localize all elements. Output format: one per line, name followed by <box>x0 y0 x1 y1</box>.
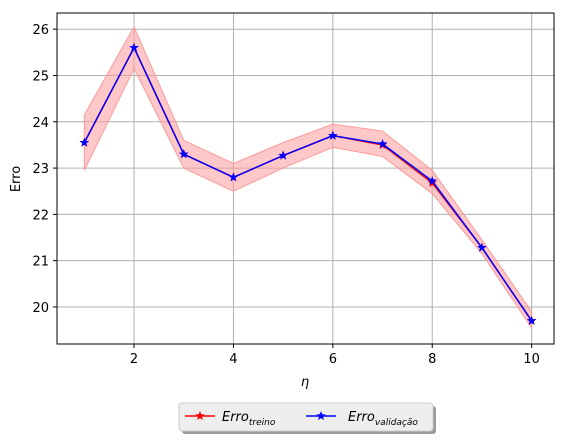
data-point-validação <box>477 242 487 252</box>
y-tick-label: 20 <box>32 301 49 316</box>
data-point-validação <box>79 137 90 147</box>
x-tick-label: 2 <box>130 352 138 367</box>
legend-label-treino: Errotreino <box>222 410 276 428</box>
legend-entry-validacao: Errovalidação <box>306 410 418 428</box>
data-point-validação <box>328 130 338 140</box>
legend-label-validacao: Errovalidação <box>348 410 418 428</box>
legend-entry-treino: Errotreino <box>185 410 276 428</box>
y-axis-label: Erro <box>9 166 24 192</box>
error-band-layer <box>83 25 533 330</box>
data-point-validação <box>129 42 139 52</box>
error-band <box>83 25 533 330</box>
legend-marker-treino <box>195 411 205 421</box>
x-tick-label: 6 <box>329 352 337 367</box>
y-tick-label: 23 <box>32 162 49 177</box>
data-point-validação <box>228 172 239 182</box>
series-layer <box>79 42 537 325</box>
y-tick-label: 24 <box>32 116 49 131</box>
data-point-validação <box>278 150 288 160</box>
series-line-validação <box>83 46 533 322</box>
legend-box <box>178 402 434 432</box>
data-point-validação <box>377 139 388 149</box>
data-point-validação <box>526 315 537 325</box>
x-tick-label: 8 <box>428 352 436 367</box>
legend: Errotreino Errovalidação <box>178 402 436 434</box>
x-tick-label: 4 <box>229 352 237 367</box>
y-tick-label: 21 <box>32 255 49 270</box>
data-point-validação <box>427 176 437 186</box>
plot-frame <box>56 12 555 345</box>
x-tick-label: 10 <box>523 352 540 367</box>
data-point-validação <box>178 149 189 159</box>
y-tick-label: 25 <box>32 69 49 84</box>
y-tick-label: 22 <box>32 208 49 223</box>
y-tick-label: 26 <box>32 23 49 38</box>
x-axis-label: η <box>301 375 309 390</box>
legend-marker-validacao <box>316 411 326 421</box>
